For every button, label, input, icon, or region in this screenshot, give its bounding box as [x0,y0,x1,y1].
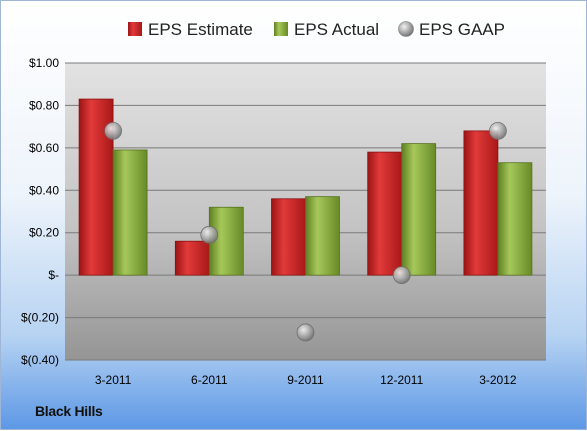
y-tick-label: $0.40 [29,183,59,197]
y-tick-label: $- [48,268,59,282]
legend-item: EPS Actual [274,20,379,39]
marker-eps-gaap [296,323,315,342]
company-name: Black Hills [35,403,103,419]
bar-eps-estimate [463,130,499,276]
bar-eps-estimate [174,240,210,276]
bar-eps-estimate [271,198,306,276]
legend-swatch [398,21,414,37]
marker-eps-gaap [200,225,219,244]
legend-item: EPS GAAP [398,20,505,39]
bar-eps-actual [305,196,340,276]
marker-eps-gaap [392,266,411,285]
y-tick-label: $1.00 [29,56,59,70]
bar-eps-actual [497,162,533,276]
y-axis: $1.00 $0.80 $0.60 $0.40 $0.20 $- $(0.20) $(0.40… [21,56,59,367]
y-tick-label: $0.80 [29,98,59,112]
legend-label: EPS GAAP [419,20,505,39]
x-tick-label: 3-2012 [479,373,517,387]
legend-item: EPS Estimate [128,20,253,39]
legend-swatch [274,22,288,36]
legend-label: EPS Actual [294,20,379,39]
y-tick-label: $(0.20) [21,311,59,325]
bar-eps-estimate [367,151,403,276]
legend: EPS Estimate EPS Actual EPS GAAP [128,20,505,39]
y-tick-label: $0.60 [29,141,59,155]
x-tick-label: 3-2011 [95,373,132,387]
bar-eps-actual [401,143,437,276]
marker-eps-gaap [488,121,507,140]
marker-eps-gaap [104,121,122,140]
x-axis: 3-2011 6-2011 9-2011 12-2011 3-2012 [95,373,517,387]
bars-layer [78,98,533,276]
legend-label: EPS Estimate [148,20,253,39]
legend-swatch [128,22,142,36]
x-tick-label: 12-2011 [380,373,423,387]
markers-layer [104,121,507,342]
bar-eps-actual [112,149,148,276]
y-tick-label: $(0.40) [21,353,59,367]
y-tick-label: $0.20 [29,226,59,240]
x-tick-label: 9-2011 [287,373,324,387]
x-tick-label: 6-2011 [191,373,228,387]
